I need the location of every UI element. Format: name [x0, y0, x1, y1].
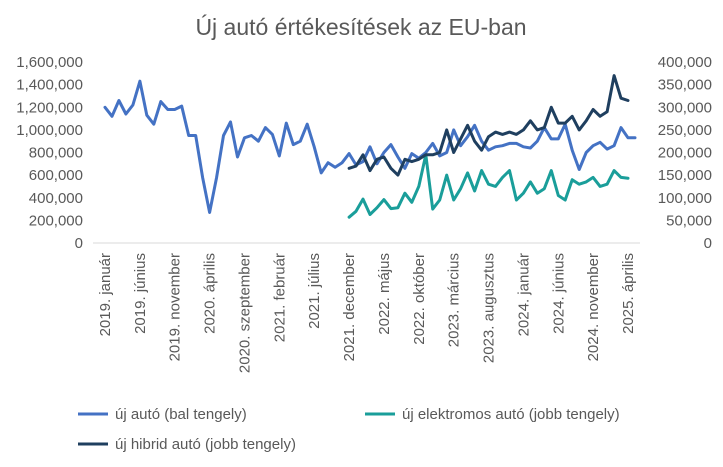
right-tick-label: 150,000	[658, 167, 712, 184]
x-tick-label: 2019. november	[167, 253, 184, 361]
x-tick-label: 2024. november	[585, 253, 602, 361]
right-tick-label: 200,000	[658, 145, 712, 162]
series-line-2	[347, 74, 630, 177]
right-tick-label: 100,000	[658, 190, 712, 207]
left-tick-label: 600,000	[29, 167, 83, 184]
x-tick-label: 2020. április	[202, 253, 219, 334]
right-tick-label: 400,000	[658, 54, 712, 71]
x-tick-label: 2019. június	[132, 253, 149, 334]
x-tick-label: 2023. március	[446, 253, 463, 347]
left-tick-label: 1,400,000	[16, 77, 83, 94]
right-tick-label: 50,000	[666, 212, 712, 229]
right-tick-label: 350,000	[658, 77, 712, 94]
legend-label: új elektromos autó (jobb tengely)	[402, 406, 620, 423]
x-tick-label: 2019. január	[97, 253, 114, 336]
left-tick-label: 1,000,000	[16, 122, 83, 139]
x-tick-label: 2020. szeptember	[236, 253, 253, 373]
right-tick-label: 0	[704, 235, 712, 252]
left-tick-label: 1,200,000	[16, 99, 83, 116]
left-tick-label: 1,600,000	[16, 54, 83, 71]
x-axis: 2019. január 2019. június 2019. november 20…	[97, 253, 637, 373]
series-layer	[103, 74, 637, 219]
left-tick-label: 200,000	[29, 212, 83, 229]
left-tick-label: 400,000	[29, 190, 83, 207]
x-tick-label: 2022. május	[376, 253, 393, 335]
x-tick-label: 2024. január	[515, 253, 532, 336]
x-tick-label: 2025. április	[620, 253, 637, 334]
right-tick-label: 300,000	[658, 99, 712, 116]
x-tick-label: 2023. augusztus	[481, 253, 498, 363]
series-line-0	[103, 79, 637, 214]
legend-label: új autó (bal tengely)	[115, 406, 247, 423]
right-tick-label: 250,000	[658, 122, 712, 139]
legend-label: új hibrid autó (jobb tengely)	[115, 436, 296, 453]
left-tick-label: 800,000	[29, 145, 83, 162]
chart-title: Új autó értékesítések az EU-ban	[195, 14, 526, 40]
x-tick-label: 2021. július	[306, 253, 323, 329]
left-axis: 0 200,000 400,000 600,000 800,000 1,000,000 1,…	[16, 54, 83, 252]
right-axis: 0 50,000 100,000 150,000 200,000 250,000 300,0…	[658, 54, 712, 252]
x-tick-label: 2021. február	[271, 253, 288, 342]
left-tick-label: 0	[75, 235, 83, 252]
x-tick-label: 2022. október	[411, 253, 428, 345]
legend: új autó (bal tengely) új elektromos autó …	[78, 406, 620, 453]
x-tick-label: 2021. december	[341, 253, 358, 361]
x-tick-label: 2024. június	[550, 253, 567, 334]
series-line-1	[347, 153, 630, 219]
